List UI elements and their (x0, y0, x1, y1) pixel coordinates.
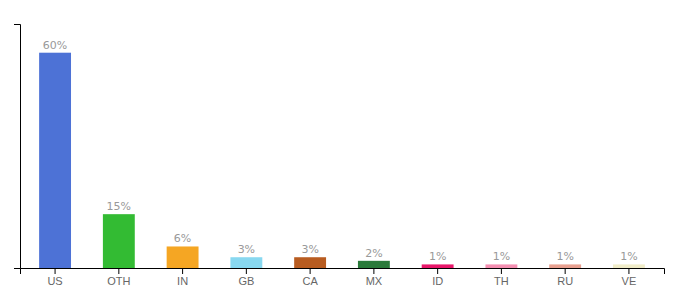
x-tick-label: VE (622, 275, 637, 287)
x-tick: IN (177, 268, 188, 287)
data-label: 60% (43, 39, 67, 52)
bar (613, 264, 645, 268)
x-tick: TH (494, 268, 509, 287)
x-tick-mark (437, 268, 438, 274)
data-label: 2% (365, 247, 382, 260)
x-tick-mark (501, 268, 502, 274)
bar (358, 261, 390, 268)
x-tick-label: IN (177, 275, 188, 287)
x-tick-label: TH (494, 275, 509, 287)
bar (167, 246, 199, 268)
x-tick-label: RU (557, 275, 573, 287)
plot: 60% 15% 6% 3% 3% 2% 1% 1% 1% 1% US OTH IN GB CA MX ID TH R… (14, 25, 665, 287)
x-tick-mark (55, 268, 56, 274)
data-label: 1% (429, 250, 446, 263)
data-label: 3% (301, 243, 318, 256)
x-tick-mark (565, 268, 566, 274)
data-label: 1% (620, 250, 637, 263)
y-axis-line (14, 25, 21, 269)
data-label: 1% (493, 250, 510, 263)
x-tick: OTH (107, 268, 130, 287)
x-tick: RU (557, 268, 573, 287)
x-tick-label: GB (238, 275, 254, 287)
data-label: 1% (556, 250, 573, 263)
x-tick: GB (238, 268, 254, 287)
data-labels: 60% 15% 6% 3% 3% 2% 1% 1% 1% 1% (43, 39, 638, 264)
bar (230, 257, 262, 268)
x-tick: US (47, 268, 62, 287)
x-tick-mark (373, 268, 374, 274)
bar (485, 264, 517, 268)
data-label: 6% (174, 232, 191, 245)
data-label: 3% (238, 243, 255, 256)
x-tick-label: MX (366, 275, 383, 287)
bar (422, 264, 454, 268)
x-tick-mark (628, 268, 629, 274)
x-axis: US OTH IN GB CA MX ID TH RU VE (21, 268, 665, 287)
x-tick-mark (246, 268, 247, 274)
x-tick: CA (302, 268, 318, 287)
y-axis (14, 25, 21, 269)
x-tick-mark (310, 268, 311, 274)
x-tick: MX (366, 268, 383, 287)
x-tick: VE (622, 268, 637, 287)
x-axis-line (21, 269, 665, 275)
chart: 60% 15% 6% 3% 3% 2% 1% 1% 1% 1% US OTH IN GB CA MX ID TH R… (0, 0, 680, 300)
bars (39, 53, 645, 268)
data-label: 15% (107, 200, 131, 213)
x-tick-label: ID (432, 275, 443, 287)
bar (39, 53, 71, 268)
x-tick: ID (432, 268, 443, 287)
x-tick-mark (118, 268, 119, 274)
x-tick-label: US (47, 275, 62, 287)
x-tick-mark (182, 268, 183, 274)
bar (103, 214, 135, 268)
bar (549, 264, 581, 268)
x-tick-label: CA (302, 275, 318, 287)
x-tick-label: OTH (107, 275, 130, 287)
bar (294, 257, 326, 268)
